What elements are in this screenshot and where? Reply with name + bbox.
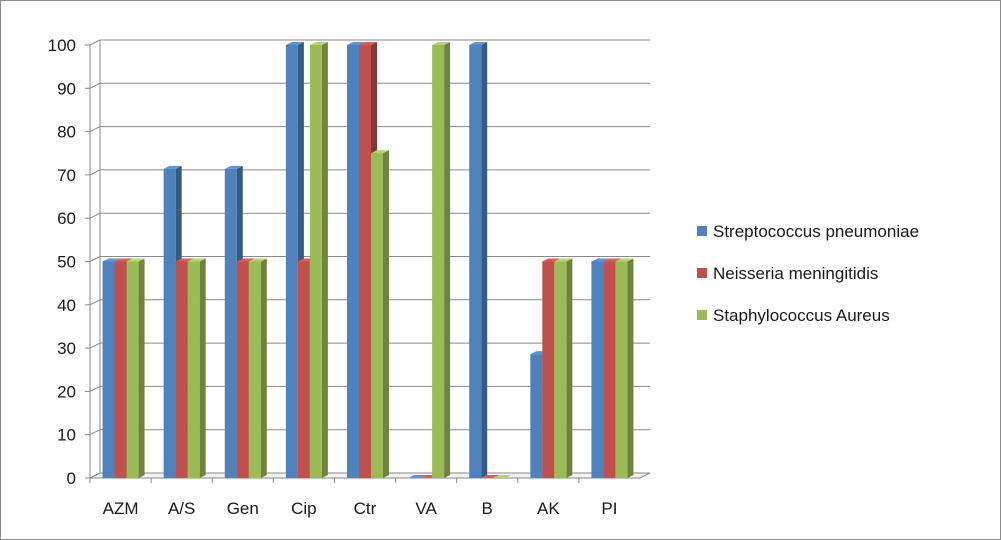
gridline-side <box>89 385 101 392</box>
legend-item: Staphylococcus Aureus <box>697 306 890 325</box>
x-tick-label: PI <box>601 499 617 518</box>
bar <box>432 42 451 478</box>
x-tick-label: VA <box>415 499 437 518</box>
legend-swatch <box>697 268 707 278</box>
gridline-side <box>89 342 101 349</box>
gridline-side <box>89 169 101 176</box>
bar <box>554 258 573 478</box>
x-tick-label: Cip <box>291 499 317 518</box>
gridline-side <box>89 82 101 89</box>
legend-label: Neisseria meningitidis <box>713 264 878 283</box>
bar <box>187 258 206 478</box>
gridline-side <box>89 299 101 306</box>
x-axis-ticks: AZM A/S Gen Cip Ctr VA B AK PI <box>89 478 617 518</box>
y-tick-label: 40 <box>57 296 76 315</box>
y-tick-label: 20 <box>57 382 76 401</box>
y-tick-label: 100 <box>48 36 76 55</box>
y-tick-label: 70 <box>57 166 76 185</box>
bar <box>469 42 488 478</box>
gridline-side <box>89 212 101 219</box>
x-tick-label: A/S <box>168 499 195 518</box>
bar <box>493 475 512 478</box>
x-tick-label: Ctr <box>354 499 377 518</box>
y-axis-ticks: 0 10 20 30 40 50 60 70 80 90 100 <box>48 36 76 488</box>
y-tick-label: 60 <box>57 209 76 228</box>
x-tick-label: Gen <box>227 499 259 518</box>
legend-item: Neisseria meningitidis <box>697 264 878 283</box>
gridline-side <box>89 39 101 46</box>
y-tick-label: 30 <box>57 339 76 358</box>
x-tick-label: AZM <box>103 499 139 518</box>
bar <box>371 150 389 478</box>
bar <box>615 258 634 478</box>
x-tick-label: AK <box>537 499 560 518</box>
legend-swatch <box>697 310 707 320</box>
y-tick-label: 50 <box>57 253 76 272</box>
y-tick-label: 90 <box>57 79 76 98</box>
bar <box>248 258 267 478</box>
bar <box>309 42 328 478</box>
bar <box>126 258 145 478</box>
x-tick-label: B <box>482 499 493 518</box>
legend: Streptococcus pneumoniae Neisseria mening… <box>697 222 919 325</box>
y-tick-label: 80 <box>57 123 76 142</box>
gridline-side <box>89 126 101 133</box>
bars <box>102 42 634 478</box>
legend-label: Staphylococcus Aureus <box>713 306 890 325</box>
y-tick-label: 10 <box>57 426 76 445</box>
y-tick-label: 0 <box>67 469 76 488</box>
gridline-side <box>89 256 101 262</box>
legend-label: Streptococcus pneumoniae <box>713 222 919 241</box>
legend-item: Streptococcus pneumoniae <box>697 222 919 241</box>
legend-swatch <box>697 226 707 236</box>
gridline-side <box>89 429 101 436</box>
